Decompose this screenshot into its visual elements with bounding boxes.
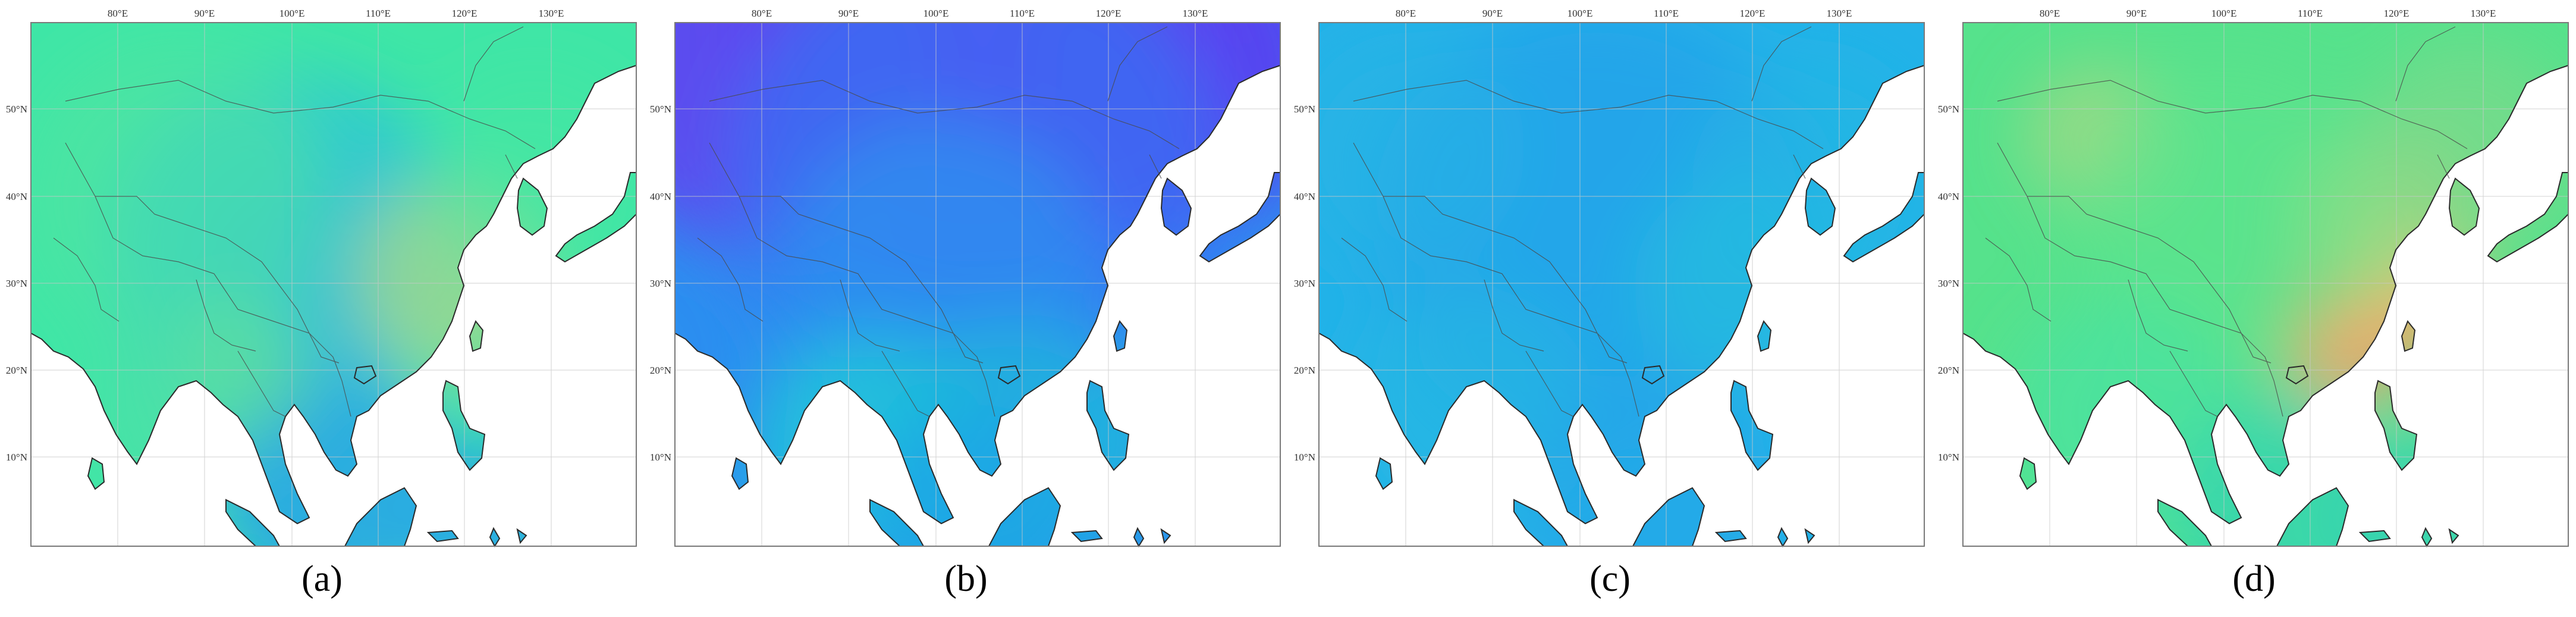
map-frame: [1318, 22, 1925, 547]
lon-tick-label: 90°E: [838, 8, 859, 19]
map-frame: [30, 22, 637, 547]
map-frame: [674, 22, 1281, 547]
panel-label: (c): [1589, 559, 1631, 599]
lat-tick-label: 40°N: [1938, 191, 1959, 202]
coastline: [1318, 22, 1925, 548]
lon-tick-label: 80°E: [1396, 8, 1416, 19]
lat-tick-label: 10°N: [1938, 452, 1959, 463]
lon-tick-label: 80°E: [108, 8, 128, 19]
lon-tick-label: 110°E: [366, 8, 391, 19]
lat-tick-label: 30°N: [1938, 278, 1959, 289]
lon-tick-label: 130°E: [1183, 8, 1208, 19]
lon-tick-label: 80°E: [752, 8, 772, 19]
map-panel-b: 80°E 90°E 100°E 110°E 120°E 130°E 50°N 40°N 30°N…: [644, 0, 1288, 617]
lat-tick-label: 50°N: [650, 104, 671, 115]
lat-tick-label: 40°N: [650, 191, 671, 202]
lon-tick-label: 110°E: [2298, 8, 2323, 19]
lon-tick-label: 90°E: [194, 8, 215, 19]
map-b: 80°E 90°E 100°E 110°E 120°E 130°E 50°N 40°N 30°N…: [650, 8, 1281, 548]
lon-tick-label: 100°E: [923, 8, 949, 19]
graticule: [1319, 23, 1924, 546]
lat-tick-label: 20°N: [650, 365, 671, 376]
map-d: 80°E 90°E 100°E 110°E 120°E 130°E 50°N 40°N 30°N…: [1938, 8, 2569, 548]
lon-tick-label: 120°E: [452, 8, 477, 19]
graticule: [31, 23, 636, 546]
lon-tick-label: 90°E: [2126, 8, 2147, 19]
map-a: 80°E 90°E 100°E 110°E 120°E 130°E 50°N 40°N 30°N…: [6, 8, 637, 548]
lat-tick-label: 20°N: [1294, 365, 1315, 376]
lon-tick-label: 100°E: [2211, 8, 2237, 19]
lon-tick-label: 110°E: [1010, 8, 1035, 19]
map-panel-c: 80°E 90°E 100°E 110°E 120°E 130°E 50°N 40°N 30°N…: [1288, 0, 1932, 617]
lat-tick-label: 30°N: [650, 278, 671, 289]
country-borders: [53, 26, 536, 417]
lat-tick-label: 30°N: [1294, 278, 1315, 289]
lat-tick-label: 50°N: [1294, 104, 1315, 115]
lon-tick-label: 130°E: [1827, 8, 1852, 19]
map-c: 80°E 90°E 100°E 110°E 120°E 130°E 50°N 40°N 30°N…: [1294, 8, 1925, 548]
lon-tick-label: 90°E: [1482, 8, 1503, 19]
lat-tick-label: 40°N: [1294, 191, 1315, 202]
country-borders: [697, 26, 1180, 417]
lat-tick-label: 50°N: [1938, 104, 1959, 115]
lat-tick-label: 20°N: [1938, 365, 1959, 376]
map-frame: [1962, 22, 2569, 547]
lon-tick-label: 100°E: [1567, 8, 1593, 19]
coastline: [30, 22, 637, 548]
panel-label: (b): [944, 559, 988, 599]
lon-tick-label: 110°E: [1654, 8, 1679, 19]
lon-tick-label: 130°E: [539, 8, 564, 19]
lon-tick-label: 120°E: [2384, 8, 2409, 19]
panel-label: (a): [301, 559, 343, 599]
map-panel-a: 80°E 90°E 100°E 110°E 120°E 130°E 50°N 40°N 30°N…: [0, 0, 644, 617]
lon-tick-label: 80°E: [2040, 8, 2060, 19]
lat-tick-label: 20°N: [6, 365, 27, 376]
lat-tick-label: 10°N: [6, 452, 27, 463]
lon-tick-label: 120°E: [1740, 8, 1765, 19]
lat-tick-label: 10°N: [650, 452, 671, 463]
lon-tick-label: 100°E: [279, 8, 305, 19]
lon-tick-label: 130°E: [2471, 8, 2496, 19]
country-borders: [1341, 26, 1824, 417]
lat-tick-label: 10°N: [1294, 452, 1315, 463]
lat-tick-label: 50°N: [6, 104, 27, 115]
map-panel-d: 80°E 90°E 100°E 110°E 120°E 130°E 50°N 40°N 30°N…: [1932, 0, 2576, 617]
lat-tick-label: 40°N: [6, 191, 27, 202]
lon-tick-label: 120°E: [1096, 8, 1121, 19]
coastline: [1962, 22, 2569, 548]
panel-label: (d): [2232, 559, 2276, 599]
country-borders: [1985, 26, 2468, 417]
lat-tick-label: 30°N: [6, 278, 27, 289]
